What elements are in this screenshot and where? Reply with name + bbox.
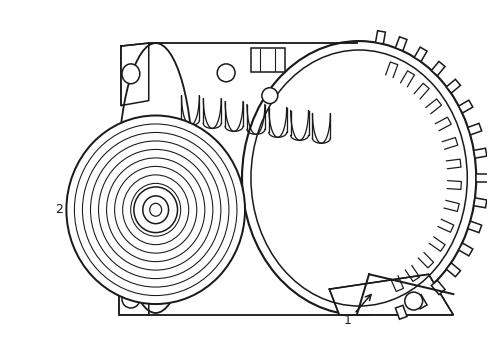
Polygon shape [413, 47, 426, 62]
Ellipse shape [122, 64, 140, 84]
Polygon shape [446, 79, 460, 93]
Ellipse shape [122, 290, 140, 308]
Ellipse shape [404, 292, 422, 310]
Text: 2: 2 [56, 203, 63, 216]
Ellipse shape [142, 196, 168, 224]
Ellipse shape [134, 187, 177, 233]
Polygon shape [467, 221, 481, 233]
Ellipse shape [242, 41, 475, 315]
Polygon shape [328, 274, 452, 315]
Polygon shape [375, 31, 385, 44]
Polygon shape [395, 305, 406, 319]
Polygon shape [473, 148, 486, 158]
Circle shape [217, 64, 235, 82]
Polygon shape [121, 43, 148, 105]
Polygon shape [395, 37, 406, 51]
Polygon shape [430, 280, 444, 294]
Polygon shape [119, 255, 148, 315]
Text: 1: 1 [343, 314, 350, 327]
Ellipse shape [66, 116, 244, 304]
Polygon shape [475, 174, 487, 182]
Polygon shape [430, 62, 444, 76]
Polygon shape [446, 263, 460, 277]
Circle shape [262, 88, 277, 104]
Polygon shape [413, 294, 426, 309]
FancyBboxPatch shape [250, 48, 284, 72]
Polygon shape [458, 100, 472, 113]
Polygon shape [473, 198, 486, 208]
Polygon shape [467, 123, 481, 135]
Ellipse shape [118, 43, 193, 313]
Polygon shape [458, 243, 472, 256]
